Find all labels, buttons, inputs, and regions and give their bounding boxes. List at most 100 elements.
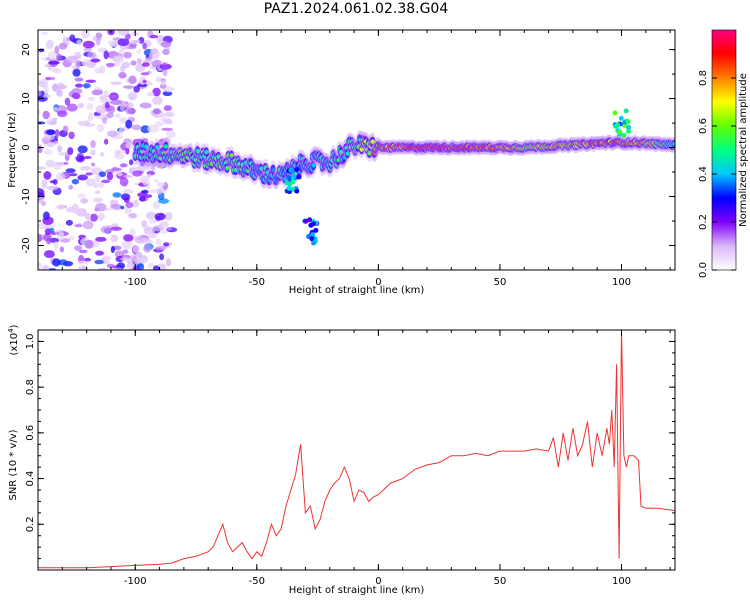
colorbar-frame	[711, 29, 737, 271]
noise-blob	[154, 212, 166, 221]
colorbar-tick-label: 0.2	[698, 214, 709, 230]
noise-blob	[38, 121, 46, 125]
noise-blob	[46, 39, 55, 49]
ridge-core	[154, 145, 160, 150]
noise-blob	[136, 256, 149, 263]
y-tick-label: 10	[21, 92, 32, 105]
colorbar-tick-label: 0.0	[698, 262, 709, 278]
noise-blob	[98, 171, 107, 178]
spectrogram-feature	[307, 217, 313, 223]
noise-blob	[140, 238, 151, 243]
noise-blob	[137, 192, 148, 198]
noise-blob	[104, 101, 110, 109]
noise-blob	[103, 90, 109, 98]
spectrogram-feature	[617, 129, 623, 135]
noise-blob	[82, 83, 91, 89]
noise-blob	[38, 145, 43, 154]
noise-blob	[43, 149, 53, 155]
noise-blob	[110, 81, 122, 85]
noise-blob	[66, 55, 78, 64]
spectrogram-feature	[286, 175, 292, 181]
noise-blob	[80, 166, 92, 171]
noise-blob	[119, 127, 124, 135]
noise-blob	[87, 96, 96, 102]
y-tick-label: 20	[21, 43, 32, 56]
noise-blob	[123, 196, 130, 204]
x-tick-label: -50	[249, 576, 265, 587]
noise-blob	[43, 85, 49, 94]
noise-blob	[41, 31, 49, 36]
spectrogram-feature	[626, 124, 632, 130]
noise-blob	[39, 78, 49, 83]
ridge-core	[233, 167, 239, 173]
colorbar-gradient	[712, 30, 736, 270]
noise-blob	[42, 216, 54, 226]
noise-blob	[43, 250, 55, 259]
y-tick-label: 0.2	[25, 516, 36, 532]
noise-blob	[117, 30, 130, 36]
y-tick-label: 0.8	[25, 379, 36, 395]
ridge-core	[282, 176, 288, 182]
noise-blob	[58, 259, 68, 266]
noise-blob	[94, 115, 106, 119]
noise-blob	[46, 129, 56, 136]
noise-blob	[62, 125, 69, 133]
noise-blob	[90, 58, 101, 63]
noise-blob	[50, 76, 56, 81]
noise-blob	[145, 211, 157, 220]
spectrogram-feature	[621, 132, 627, 138]
noise-blob	[102, 116, 108, 124]
noise-blob	[101, 179, 111, 184]
spectrogram-feature	[290, 179, 296, 185]
noise-blob	[103, 50, 109, 60]
x-tick-label: -100	[124, 277, 147, 288]
noise-blob	[68, 235, 75, 241]
colorbar-label: Normalized spectral amplitude	[738, 73, 749, 227]
noise-blob	[42, 110, 50, 120]
noise-blob	[151, 167, 156, 171]
noise-blob	[154, 121, 164, 127]
spectrogram-feature	[618, 115, 624, 121]
noise-blob	[121, 240, 133, 250]
noise-blob	[48, 227, 55, 233]
noise-blob	[95, 36, 101, 46]
spectrogram-feature	[309, 236, 315, 242]
noise-blob	[147, 189, 159, 194]
noise-blob	[85, 178, 96, 187]
ridge-core	[163, 144, 169, 149]
noise-blob	[53, 106, 60, 112]
noise-blob	[155, 238, 162, 246]
noise-blob	[119, 177, 129, 187]
y-axis-label: Frequency (Hz)	[7, 112, 18, 188]
noise-blob	[110, 167, 123, 171]
noise-blob	[148, 218, 157, 224]
noise-blob	[52, 83, 58, 92]
noise-blob	[132, 245, 140, 253]
noise-blob	[162, 48, 170, 56]
noise-blob	[73, 210, 85, 215]
ridge-core	[367, 150, 372, 156]
noise-blob	[82, 40, 95, 49]
noise-blob	[38, 110, 41, 114]
noise-blob	[75, 83, 83, 88]
noise-blob	[153, 178, 159, 183]
noise-blob	[161, 62, 168, 71]
noise-blob	[82, 220, 94, 230]
noise-blob	[69, 173, 78, 177]
noise-blob	[71, 92, 81, 100]
noise-blob	[156, 182, 166, 187]
y-scale-label: (x104)	[7, 324, 20, 355]
noise-blob	[98, 212, 106, 220]
y-axis-label: SNR (10 * v/v)	[8, 429, 19, 500]
noise-blob	[75, 59, 81, 69]
noise-blob	[66, 103, 78, 112]
noise-blob	[94, 259, 104, 265]
noise-blob	[155, 76, 162, 83]
noise-blob	[129, 159, 134, 166]
noise-blob	[121, 61, 130, 69]
y-tick-label: 0	[21, 144, 32, 150]
noise-blob	[148, 233, 157, 239]
noise-blob	[165, 211, 173, 221]
noise-blob	[65, 168, 76, 174]
noise-blob	[89, 213, 99, 222]
